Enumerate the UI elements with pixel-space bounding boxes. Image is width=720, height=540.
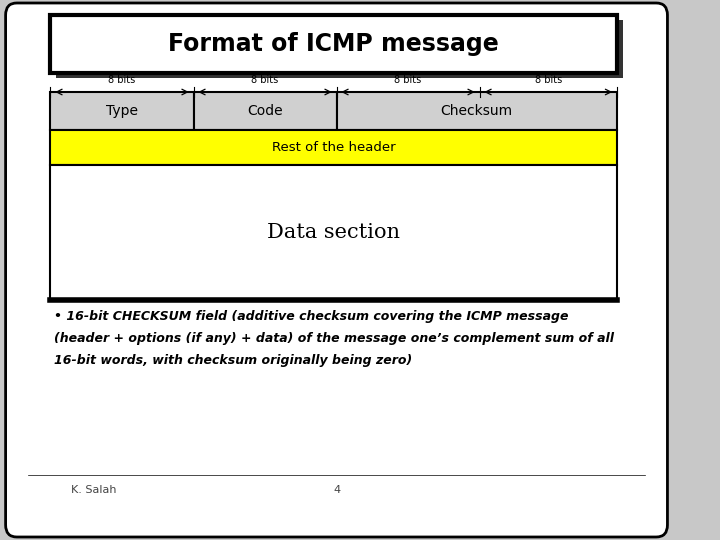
- FancyBboxPatch shape: [6, 3, 667, 537]
- Bar: [336, 92, 617, 130]
- Text: K. Salah: K. Salah: [71, 485, 116, 495]
- Text: Checksum: Checksum: [441, 104, 513, 118]
- Text: Format of ICMP message: Format of ICMP message: [168, 32, 499, 56]
- Text: 4: 4: [333, 485, 340, 495]
- Text: (header + options (if any) + data) of the message one’s complement sum of all: (header + options (if any) + data) of th…: [54, 332, 614, 345]
- Text: 8 bits: 8 bits: [109, 75, 135, 85]
- Bar: [50, 92, 194, 130]
- Bar: [50, 15, 617, 73]
- Text: 8 bits: 8 bits: [395, 75, 422, 85]
- Text: Code: Code: [247, 104, 283, 118]
- Text: • 16-bit CHECKSUM field (additive checksum covering the ICMP message: • 16-bit CHECKSUM field (additive checks…: [54, 310, 569, 323]
- Text: Data section: Data section: [267, 223, 400, 242]
- Bar: [194, 92, 336, 130]
- Text: Rest of the header: Rest of the header: [272, 141, 395, 154]
- Bar: [50, 165, 617, 300]
- Text: 8 bits: 8 bits: [251, 75, 279, 85]
- Bar: [50, 130, 617, 165]
- Text: 16-bit words, with checksum originally being zero): 16-bit words, with checksum originally b…: [54, 354, 413, 367]
- Text: 8 bits: 8 bits: [535, 75, 562, 85]
- Text: Type: Type: [106, 104, 138, 118]
- Bar: [56, 20, 623, 78]
